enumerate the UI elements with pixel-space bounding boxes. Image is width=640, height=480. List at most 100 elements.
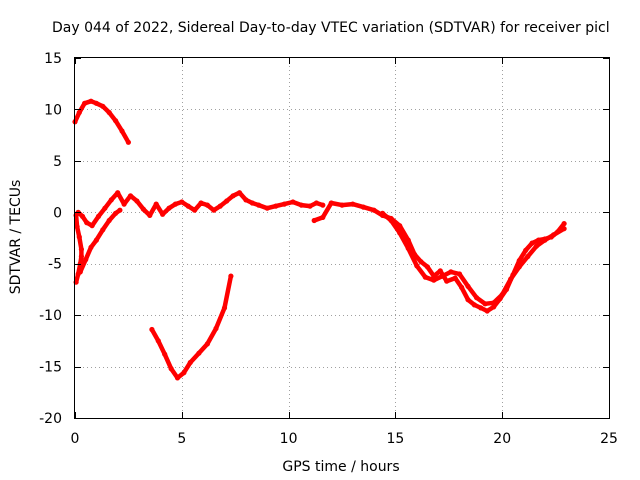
data-point: [166, 205, 172, 211]
data-point: [78, 246, 84, 252]
data-point: [422, 274, 428, 280]
data-point: [542, 237, 548, 243]
data-point: [78, 253, 84, 260]
data-point: [149, 326, 155, 333]
data-point: [217, 203, 223, 209]
data-point: [93, 100, 99, 106]
data-point: [140, 206, 146, 212]
data-point: [418, 259, 424, 265]
data-point: [83, 257, 89, 263]
data-point: [74, 224, 80, 230]
y-tick-label: -15: [39, 360, 62, 376]
data-point: [113, 118, 119, 124]
data-point: [93, 237, 99, 243]
data-point: [121, 201, 127, 207]
data-point: [213, 325, 219, 332]
y-tick-label: 5: [53, 154, 62, 170]
data-point: [221, 305, 228, 311]
data-point: [198, 200, 204, 206]
chart-title: Day 044 of 2022, Sidereal Day-to-day VTE…: [52, 20, 610, 36]
data-point: [100, 227, 106, 233]
data-point: [523, 247, 529, 253]
x-tick-label: 0: [71, 431, 80, 447]
data-point: [79, 213, 86, 219]
data-point: [95, 213, 102, 219]
data-point: [491, 300, 497, 306]
data-point: [499, 292, 505, 298]
data-point: [192, 207, 198, 213]
data-point: [172, 201, 178, 207]
data-point: [465, 283, 471, 289]
data-point: [439, 273, 445, 279]
data-point: [113, 210, 119, 216]
y-axis-label: SDTVAR / TECUs: [8, 180, 24, 295]
x-tick-label: 10: [280, 431, 298, 447]
data-point: [459, 284, 465, 290]
data-point: [405, 245, 411, 251]
data-point: [88, 244, 94, 250]
data-point: [307, 203, 313, 209]
y-tick-label: 15: [44, 51, 62, 67]
data-point: [82, 100, 88, 106]
data-point: [117, 207, 123, 213]
data-point: [471, 302, 477, 308]
data-point: [243, 197, 249, 203]
data-point: [388, 217, 394, 224]
data-point: [424, 264, 430, 270]
data-point: [290, 199, 296, 205]
data-point: [230, 193, 236, 199]
data-point: [482, 301, 488, 307]
data-point: [100, 103, 106, 109]
data-point: [437, 268, 443, 274]
data-point: [491, 304, 497, 310]
axis-ticks: 0 5 10 15 20 25 -20 -15 -10 -5 0 5 10 15: [39, 51, 618, 447]
y-tick-label: -5: [48, 257, 62, 273]
data-point: [313, 200, 319, 206]
data-point: [281, 201, 287, 207]
data-point: [273, 203, 279, 209]
data-point: [187, 359, 193, 366]
data-point: [360, 204, 366, 210]
data-point: [88, 98, 94, 104]
plot-frame: [74, 57, 610, 419]
data-point: [350, 201, 356, 207]
data-point: [185, 203, 191, 209]
x-tick-label: 25: [600, 431, 618, 447]
data-point: [160, 211, 166, 217]
grid: [75, 58, 609, 418]
data-point: [533, 243, 540, 249]
data-point: [211, 207, 217, 213]
data-point: [550, 232, 557, 238]
data-point: [89, 223, 95, 229]
data-point: [328, 200, 334, 206]
data-point: [298, 202, 304, 208]
x-tick-label: 15: [386, 431, 404, 447]
data-point: [452, 275, 458, 281]
data-point: [168, 366, 174, 372]
x-tick-label: 5: [177, 431, 186, 447]
data-point: [380, 210, 386, 216]
y-tick-label: -10: [39, 308, 62, 324]
data-point: [174, 375, 181, 381]
data-point: [561, 221, 567, 227]
data-point: [339, 202, 345, 208]
data-point: [119, 128, 125, 134]
data-point: [249, 200, 255, 206]
data-point: [76, 234, 82, 240]
data-point: [204, 341, 210, 347]
data-point: [474, 295, 480, 301]
data-point: [134, 198, 140, 204]
data-point: [196, 350, 202, 356]
data-point: [77, 269, 83, 275]
data-point: [108, 197, 114, 203]
data-point: [516, 264, 522, 270]
data-point: [525, 253, 531, 260]
data-point: [84, 220, 90, 226]
data-point: [179, 199, 185, 205]
y-tick-label: 10: [44, 102, 62, 118]
data-point: [529, 240, 535, 246]
data-point: [371, 207, 377, 213]
series-arc-6: [380, 211, 567, 307]
data-point: [102, 205, 108, 211]
